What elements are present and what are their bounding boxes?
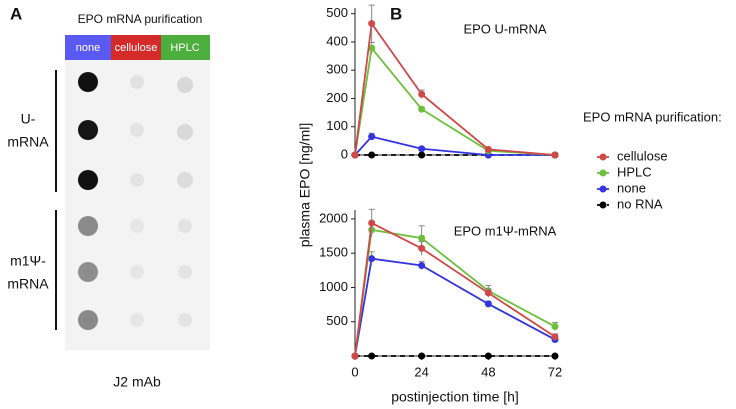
data-point bbox=[351, 352, 359, 360]
legend-label: no RNA bbox=[617, 196, 663, 211]
data-point bbox=[418, 151, 426, 159]
series-line bbox=[354, 228, 556, 357]
legend-label: HPLC bbox=[617, 164, 652, 179]
data-point bbox=[368, 219, 376, 227]
row-label: U- bbox=[21, 111, 36, 127]
data-point bbox=[418, 244, 426, 252]
x-axis-label: postinjection time [h] bbox=[391, 389, 519, 405]
legend-marker bbox=[599, 169, 607, 177]
data-point bbox=[551, 333, 559, 341]
column-label: none bbox=[76, 42, 100, 54]
data-point bbox=[351, 151, 359, 159]
legend-marker bbox=[599, 153, 607, 161]
legend-label: cellulose bbox=[617, 148, 668, 163]
data-point bbox=[368, 151, 376, 159]
y-tick-label: 100 bbox=[326, 118, 348, 133]
row-label: mRNA bbox=[7, 134, 49, 150]
series-line bbox=[354, 221, 556, 357]
data-point bbox=[418, 352, 426, 360]
y-axis-label: plasma EPO [ng/ml] bbox=[297, 123, 313, 248]
y-tick-label: 200 bbox=[326, 90, 348, 105]
data-point bbox=[484, 145, 492, 153]
legend-title: EPO mRNA purification: bbox=[583, 109, 722, 124]
data-point bbox=[551, 352, 559, 360]
header-cellulose bbox=[111, 35, 161, 60]
blot bbox=[65, 60, 210, 350]
data-point bbox=[418, 145, 426, 153]
data-point bbox=[368, 44, 376, 52]
legend-label: none bbox=[617, 180, 646, 195]
chart-annotation: EPO U-mRNA bbox=[463, 21, 546, 36]
row-label: m1Ψ- bbox=[10, 253, 46, 269]
header-none bbox=[65, 35, 111, 60]
y-tick-label: 1000 bbox=[319, 279, 348, 294]
y-tick-label: 500 bbox=[326, 313, 348, 328]
y-tick-label: 0 bbox=[341, 146, 348, 161]
panel-label: A bbox=[10, 4, 22, 23]
series-line bbox=[354, 21, 556, 156]
data-point bbox=[418, 234, 426, 242]
series-line bbox=[354, 257, 556, 357]
y-tick-label: 500 bbox=[326, 5, 348, 20]
chart-annotation: EPO m1Ψ-mRNA bbox=[454, 223, 557, 238]
data-point bbox=[484, 352, 492, 360]
legend-marker bbox=[599, 201, 607, 209]
blot-dots bbox=[78, 72, 193, 330]
data-point bbox=[418, 262, 426, 270]
legend-marker bbox=[599, 185, 607, 193]
y-tick-label: 300 bbox=[326, 62, 348, 77]
header-hplc bbox=[161, 35, 210, 60]
data-point bbox=[484, 300, 492, 308]
data-point bbox=[484, 289, 492, 297]
x-tick-label: 24 bbox=[414, 364, 428, 379]
column-label: cellulose bbox=[115, 42, 158, 54]
data-point bbox=[418, 105, 426, 113]
data-point bbox=[368, 255, 376, 263]
y-tick-label: 1500 bbox=[319, 245, 348, 260]
x-tick-label: 48 bbox=[481, 364, 495, 379]
data-point bbox=[368, 352, 376, 360]
y-tick-label: 400 bbox=[326, 33, 348, 48]
data-point bbox=[368, 133, 376, 141]
blot-title: EPO mRNA purification bbox=[78, 12, 203, 26]
row-label: mRNA bbox=[7, 276, 49, 292]
data-point bbox=[551, 151, 559, 159]
data-point bbox=[551, 323, 559, 331]
column-label: HPLC bbox=[170, 42, 199, 54]
blot-footer: J2 mAb bbox=[113, 374, 161, 390]
data-point bbox=[368, 20, 376, 28]
data-point bbox=[418, 90, 426, 98]
y-tick-label: 2000 bbox=[319, 210, 348, 225]
panel-label: B bbox=[390, 4, 402, 23]
x-tick-label: 72 bbox=[548, 364, 562, 379]
x-tick-label: 0 bbox=[351, 364, 358, 379]
